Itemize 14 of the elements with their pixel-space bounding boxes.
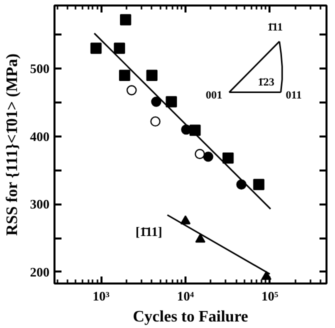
series-label: [1̄11]: [135, 224, 162, 240]
y-tick-label: 200: [30, 264, 50, 280]
y-tick-label: 300: [30, 196, 50, 212]
x-tick-label: 10³: [92, 288, 110, 304]
y-axis-title: RSS for {111}<1̄01> (MPa): [4, 54, 21, 236]
x-tick-label: 10⁴: [177, 288, 194, 304]
x-tick-label: 10⁵: [261, 288, 278, 304]
annotation: 011: [286, 89, 302, 102]
annotation: 001: [206, 89, 222, 102]
y-tick-label: 400: [30, 128, 50, 144]
x-axis-title: Cycles to Failure: [132, 308, 248, 326]
annotation: 1̄23: [258, 76, 275, 88]
y-tick-label: 500: [30, 61, 50, 76]
annotation: 1̄11: [267, 21, 283, 34]
